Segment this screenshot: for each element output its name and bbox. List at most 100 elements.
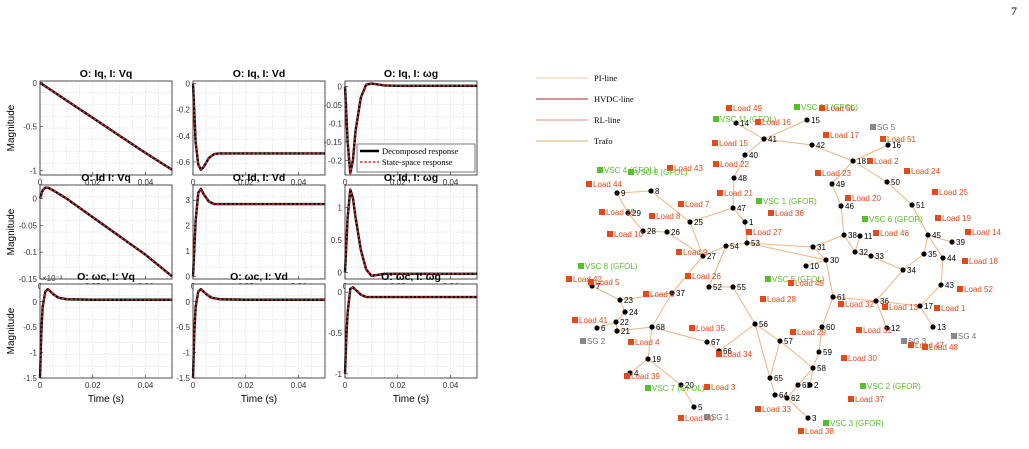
plot-title: O: Iq, I: Vd xyxy=(233,68,286,80)
network-edge xyxy=(732,286,756,325)
y-tick-label: -0.5 xyxy=(328,329,342,338)
network-edge xyxy=(689,207,734,223)
network-edge xyxy=(818,326,823,353)
network-edge xyxy=(754,323,771,379)
network-edge xyxy=(919,284,942,307)
vsc-label: VSC 2 (GFOR) xyxy=(867,382,921,391)
bus-label: 18 xyxy=(857,157,866,166)
sg-label: SG 3 xyxy=(908,337,927,346)
bus-label: 33 xyxy=(875,252,884,261)
network-edge xyxy=(831,160,854,185)
network-edge xyxy=(744,138,765,156)
plot-title: O: Iq, I: Vq xyxy=(80,68,133,80)
response-plot-7: O: ωc, I: Vq 0 0.02 0.04 0 -0.5 -1 -1.5 ×10⁻³ Tim… xyxy=(6,271,173,405)
load-marker xyxy=(755,119,761,125)
bus-node xyxy=(829,181,835,187)
bus-label: 22 xyxy=(620,318,629,327)
y-axis-label: Magnitude xyxy=(6,208,17,255)
x-tick-label: 0 xyxy=(191,381,196,390)
legend-entry: Decomposed response xyxy=(382,146,458,156)
bus-label: 14 xyxy=(740,119,749,128)
load-marker xyxy=(768,210,774,216)
x-axis-label: Time (s) xyxy=(393,394,429,405)
load-label: Load 3 xyxy=(711,383,736,392)
state-space-series-line xyxy=(192,288,325,379)
y-tick-label: -0.2 xyxy=(328,156,342,165)
load-label: Load 38 xyxy=(805,427,834,436)
vsc-marker xyxy=(713,116,719,122)
bus-node xyxy=(777,338,783,344)
network-edge xyxy=(735,122,765,140)
vsc-marker xyxy=(823,420,829,426)
load-marker xyxy=(566,276,572,282)
bus-node xyxy=(807,382,813,388)
load-marker xyxy=(935,215,941,221)
load-marker xyxy=(962,258,968,264)
response-plot-1: O: Iq, I: Vq 0 0.02 0.04 0 -0.5 -1 Magnitude xyxy=(6,68,173,187)
bus-label: 52 xyxy=(713,283,722,292)
network-edge xyxy=(805,259,827,267)
y-tick-label: 0 xyxy=(338,288,343,297)
vsc-label: VSC 3 (GFOR) xyxy=(830,419,884,428)
load-label: Load 27 xyxy=(753,228,782,237)
network-edge xyxy=(852,144,889,162)
bus-label: 9 xyxy=(621,189,626,198)
load-marker xyxy=(586,181,592,187)
y-tick-label: -0.2 xyxy=(176,106,190,115)
network-edge xyxy=(651,292,673,328)
y-tick-label: -0.5 xyxy=(23,123,37,132)
x-tick-label: 0.02 xyxy=(238,178,254,187)
vsc-label: VSC 7 (GFOL) xyxy=(652,384,705,393)
bus-node xyxy=(940,255,946,261)
plot-frame xyxy=(192,80,326,176)
bus-label: 8 xyxy=(655,187,660,196)
load-label: Load 36 xyxy=(775,209,804,218)
bus-node xyxy=(838,203,844,209)
y-axis-label: Magnitude xyxy=(6,307,17,354)
state-space-series-line xyxy=(344,188,477,277)
bus-label: 41 xyxy=(768,135,777,144)
network-edge xyxy=(786,397,809,419)
bus-node xyxy=(803,263,809,269)
bus-label: 47 xyxy=(737,204,746,213)
bus-node xyxy=(669,290,675,296)
y-tick-label: -0.6 xyxy=(176,158,190,167)
load-marker xyxy=(572,317,578,323)
y-tick-label: 2 xyxy=(186,222,191,231)
network-edge xyxy=(875,300,921,307)
load-label: Load 43 xyxy=(674,164,703,173)
y-tick-label: 1 xyxy=(186,247,191,256)
vsc-marker xyxy=(765,276,771,282)
y-tick-label: -0.5 xyxy=(176,323,190,332)
bus-label: 61 xyxy=(837,293,846,302)
y-tick-label: -0.1 xyxy=(23,248,37,257)
sg-label: SG 5 xyxy=(877,123,896,132)
x-tick-label: 0 xyxy=(343,381,348,390)
bus-node xyxy=(742,219,748,225)
network-edge xyxy=(763,119,808,140)
load-marker xyxy=(856,327,862,333)
response-plot-3: O: Iq, I: ωg 0 0.02 0.04 0 -0.05 -0.1 -0.15 -0.2… xyxy=(324,68,478,187)
load-marker xyxy=(746,229,752,235)
plot-title: O: ωc, I: Vd xyxy=(230,271,288,283)
state-space-series-line xyxy=(39,186,173,277)
bus-node xyxy=(625,210,631,216)
y-tick-label: -0.5 xyxy=(23,323,37,332)
network-edge xyxy=(940,257,944,286)
load-marker xyxy=(643,291,649,297)
bus-label: 32 xyxy=(859,248,868,257)
bus-label: 54 xyxy=(730,242,739,251)
bus-label: 65 xyxy=(774,374,783,383)
vsc-marker xyxy=(756,198,762,204)
bus-node xyxy=(795,382,801,388)
bus-node xyxy=(841,232,847,238)
bus-label: 51 xyxy=(916,201,925,210)
load-label: Load 21 xyxy=(724,189,753,198)
bus-label: 6 xyxy=(601,324,606,333)
y-tick-label: 0 xyxy=(33,298,38,307)
network-edge xyxy=(746,242,814,248)
load-marker xyxy=(790,329,796,335)
bus-label: 46 xyxy=(845,202,854,211)
